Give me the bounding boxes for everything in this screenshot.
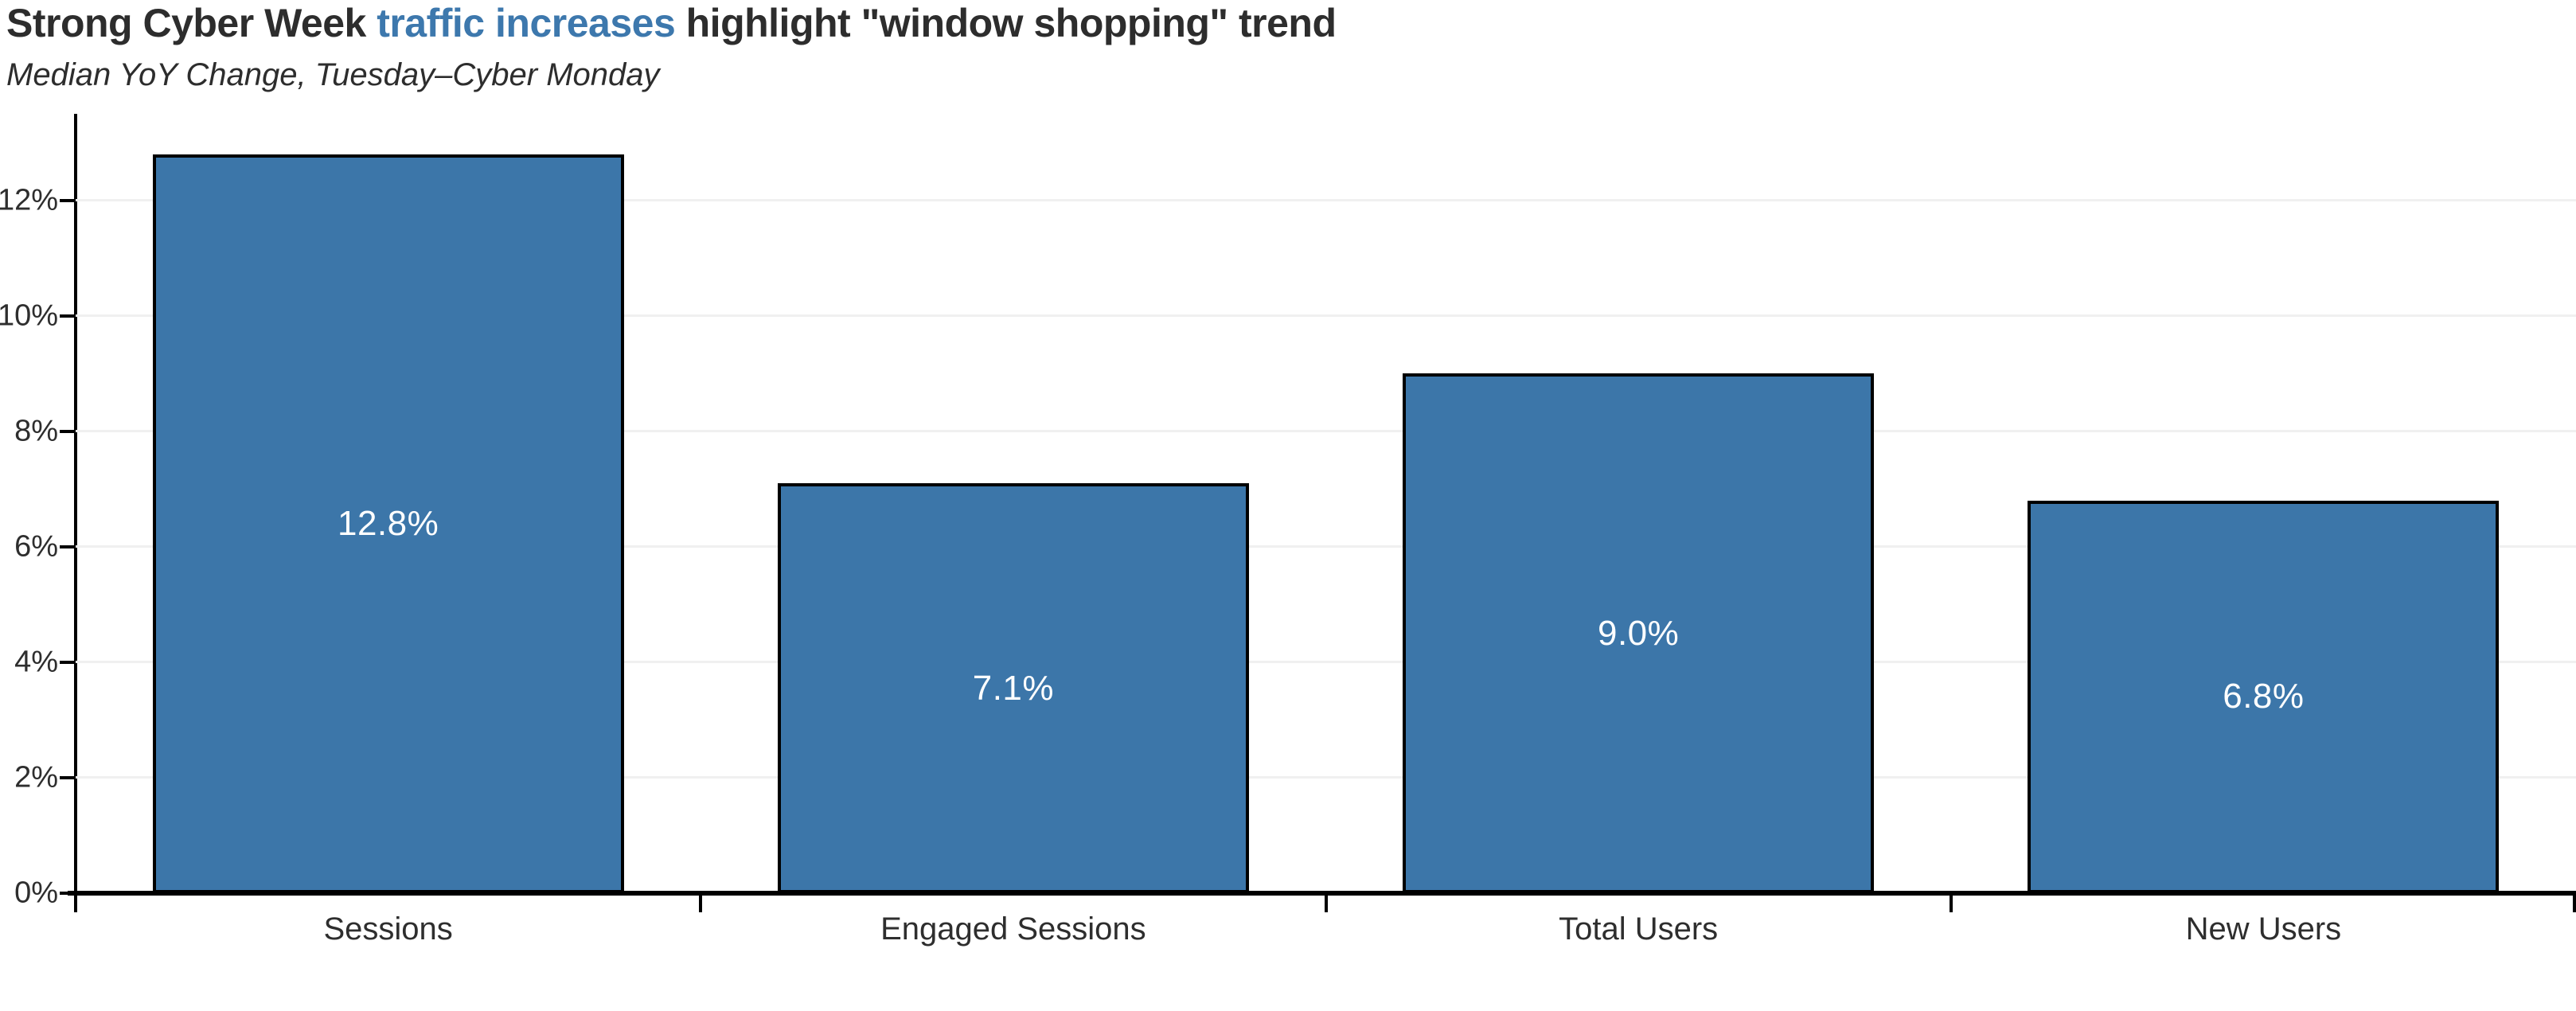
x-tick-0 — [74, 896, 77, 912]
y-tick-4 — [60, 660, 76, 664]
chart-title-suffix: highlight "window shopping" trend — [675, 1, 1337, 45]
gridline-2 — [76, 776, 2576, 779]
y-tick-label: 4% — [14, 645, 58, 679]
y-tick-0 — [60, 892, 76, 895]
gridline-8 — [76, 430, 2576, 433]
y-tick-label: 6% — [14, 529, 58, 564]
gridline-10 — [76, 314, 2576, 318]
chart-subtitle: Median YoY Change, Tuesday–Cyber Monday — [6, 57, 660, 92]
x-category-label: Engaged Sessions — [880, 911, 1146, 947]
gridline-4 — [76, 661, 2576, 664]
y-tick-label: 12% — [0, 183, 58, 217]
y-tick-2 — [60, 775, 76, 779]
bar-sessions: 12.8% — [152, 154, 624, 893]
chart-title: Strong Cyber Week traffic increases high… — [6, 0, 1337, 46]
x-category-label: Sessions — [323, 911, 453, 947]
gridline-12 — [76, 199, 2576, 202]
bar-value-label: 6.8% — [2223, 677, 2305, 716]
y-tick-6 — [60, 545, 76, 548]
y-axis-line — [74, 114, 77, 893]
bar-value-label: 12.8% — [337, 503, 439, 543]
x-tick-3 — [1949, 896, 1953, 912]
gridline-6 — [76, 545, 2576, 548]
y-tick-label: 0% — [14, 876, 58, 910]
chart-title-highlight: traffic increases — [377, 1, 676, 45]
y-tick-label: 8% — [14, 414, 58, 448]
bar-value-label: 7.1% — [972, 668, 1055, 708]
y-tick-label: 2% — [14, 760, 58, 794]
x-tick-1 — [699, 896, 703, 912]
y-tick-label: 10% — [0, 299, 58, 333]
bar-new-users: 6.8% — [2028, 500, 2500, 893]
y-tick-12 — [60, 198, 76, 202]
chart-title-prefix: Strong Cyber Week — [6, 1, 377, 45]
x-tick-4 — [2573, 896, 2576, 912]
x-axis-line — [68, 891, 2576, 896]
plot-area: 0% 2% 4% 6% 8% 10% 12% 12.8% Sessions 7.1% Engaged… — [0, 114, 2576, 947]
bar-engaged-sessions: 7.1% — [777, 483, 1249, 893]
x-category-label: Total Users — [1559, 911, 1719, 947]
x-tick-2 — [1324, 896, 1328, 912]
bar-value-label: 9.0% — [1597, 613, 1680, 653]
bar-total-users: 9.0% — [1403, 373, 1875, 893]
y-tick-10 — [60, 314, 76, 318]
x-category-label: New Users — [2185, 911, 2342, 947]
y-tick-8 — [60, 429, 76, 433]
